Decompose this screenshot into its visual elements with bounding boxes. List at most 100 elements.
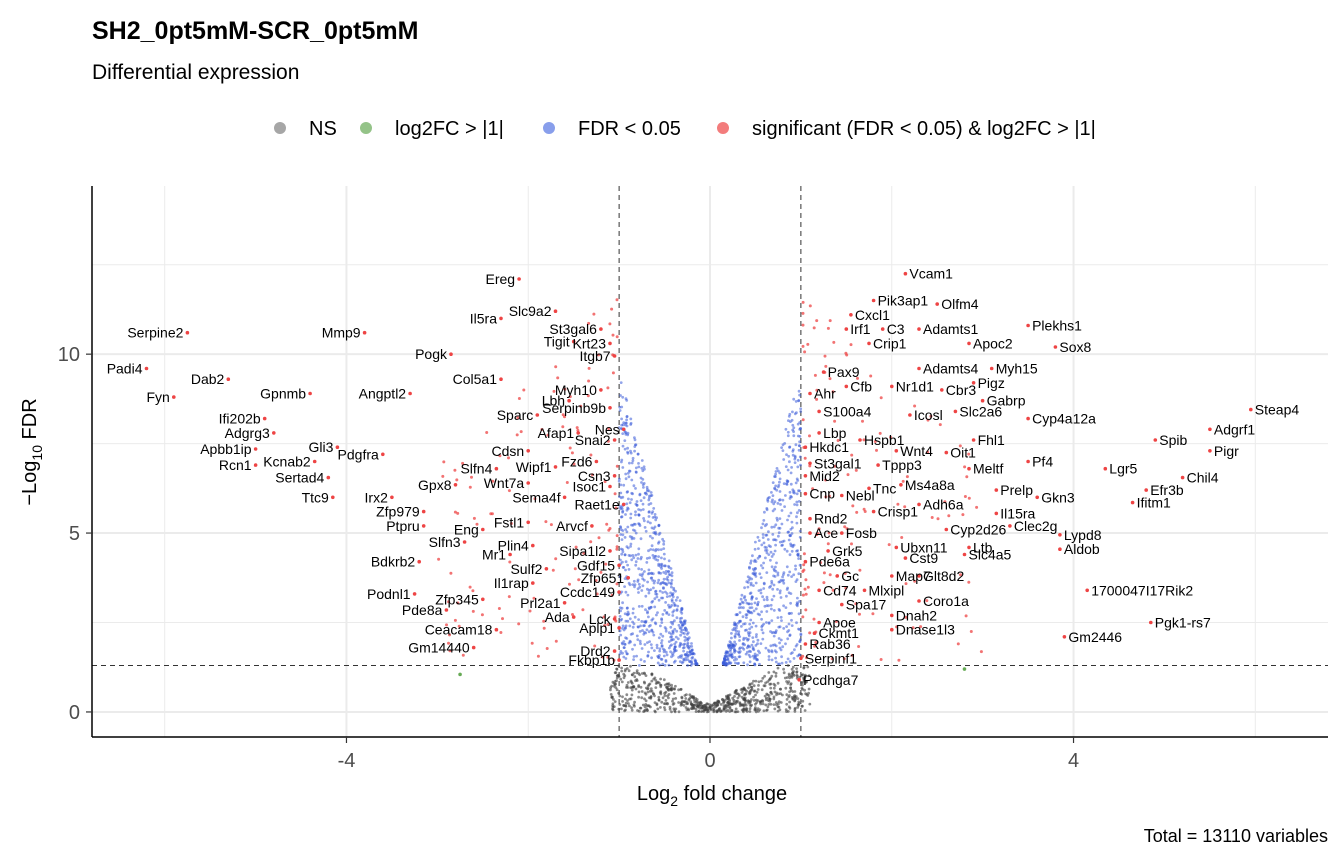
gene-label: Lgr5	[1109, 461, 1137, 477]
legend-swatch	[543, 122, 555, 134]
ns-point	[788, 700, 791, 704]
fdr-point	[772, 594, 776, 598]
fdr-point	[793, 648, 796, 652]
fdr-point	[683, 621, 687, 624]
gene-label: Pik3ap1	[878, 293, 929, 309]
gene-point	[803, 491, 808, 496]
sig-point	[801, 593, 805, 597]
gene-point	[612, 474, 617, 478]
fdr-point	[654, 622, 658, 626]
fdr-point	[778, 471, 782, 475]
gene-point	[172, 395, 176, 399]
fdr-point	[771, 494, 775, 497]
ns-point	[697, 701, 701, 705]
fdr-point	[650, 526, 654, 530]
gene-point	[940, 388, 944, 392]
fdr-point	[641, 502, 645, 506]
fdr-point	[655, 613, 658, 617]
fdr-point	[622, 646, 626, 649]
gene-label: Wnt4	[900, 443, 933, 459]
fdr-point	[661, 591, 665, 594]
gene-label: Slfn3	[429, 534, 461, 550]
fdr-point	[789, 534, 793, 537]
fdr-point	[660, 639, 664, 642]
ns-point	[775, 703, 778, 707]
ns-point	[687, 708, 691, 712]
fdr-point	[792, 434, 796, 438]
sig-point	[551, 568, 555, 572]
fdr-point	[674, 635, 678, 639]
ns-point	[644, 699, 648, 703]
sig-point	[926, 418, 930, 422]
ns-point	[796, 697, 800, 700]
sig-point	[857, 645, 861, 648]
gene-label: Ada	[545, 609, 570, 625]
ns-point	[803, 673, 807, 677]
ns-point	[756, 688, 760, 691]
ns-point	[650, 689, 654, 693]
gene-point	[871, 298, 876, 303]
fdr-point	[786, 573, 790, 577]
ns-point	[802, 666, 806, 670]
fdr-point	[662, 577, 666, 581]
ns-point	[752, 679, 755, 683]
ns-point	[742, 707, 746, 711]
fdr-point	[683, 653, 687, 656]
gene-point	[553, 465, 558, 469]
sig-point	[844, 351, 848, 355]
sig-point	[969, 630, 973, 633]
ns-point	[685, 701, 689, 704]
fdr-point	[624, 423, 627, 427]
fdr-point	[778, 477, 782, 481]
sig-point	[586, 394, 590, 398]
ns-point	[787, 674, 791, 677]
fdr-point	[738, 619, 742, 623]
gene-point	[594, 459, 599, 464]
fdr-point	[770, 607, 773, 611]
ns-point	[757, 684, 760, 687]
fdr-point	[750, 606, 754, 609]
fdr-point	[642, 465, 646, 469]
gene-label: Kcnab2	[263, 454, 311, 470]
fdr-point	[670, 598, 674, 602]
ns-point	[732, 700, 736, 704]
fdr-point	[777, 580, 781, 584]
ns-point	[733, 690, 737, 694]
sig-point	[574, 545, 578, 549]
fdr-point	[659, 548, 663, 551]
fdr-point	[760, 617, 763, 621]
gene-label: Isoc1	[573, 479, 607, 495]
fdr-point	[740, 625, 743, 628]
fdr-point	[795, 621, 798, 625]
fdr-point	[743, 586, 746, 590]
fdr-point	[644, 529, 648, 533]
fdr-point	[638, 573, 642, 577]
fdr-point	[760, 610, 763, 614]
fdr-point	[619, 491, 623, 495]
fdr-point	[784, 661, 788, 664]
ns-point	[663, 694, 667, 697]
sig-point	[805, 656, 808, 660]
fdr-point	[795, 515, 798, 519]
fdr-point	[659, 632, 663, 636]
fc-only-point	[962, 667, 967, 671]
fdr-point	[796, 654, 800, 658]
ns-point	[796, 706, 800, 709]
ns-point	[807, 687, 811, 691]
gene-point	[1153, 438, 1158, 442]
fdr-point	[633, 585, 636, 589]
sig-point	[603, 624, 607, 627]
sig-point	[887, 543, 891, 547]
ns-point	[611, 708, 615, 712]
fdr-point	[644, 594, 648, 598]
gene-point	[944, 527, 949, 532]
gene-point	[1062, 635, 1067, 639]
sig-point	[808, 631, 812, 635]
ns-point	[689, 700, 693, 704]
fdr-point	[643, 526, 647, 529]
ns-point	[754, 702, 757, 706]
ns-point	[773, 684, 777, 687]
gene-label: Coro1a	[923, 593, 969, 609]
ns-point	[664, 699, 668, 702]
sig-point	[581, 608, 585, 612]
